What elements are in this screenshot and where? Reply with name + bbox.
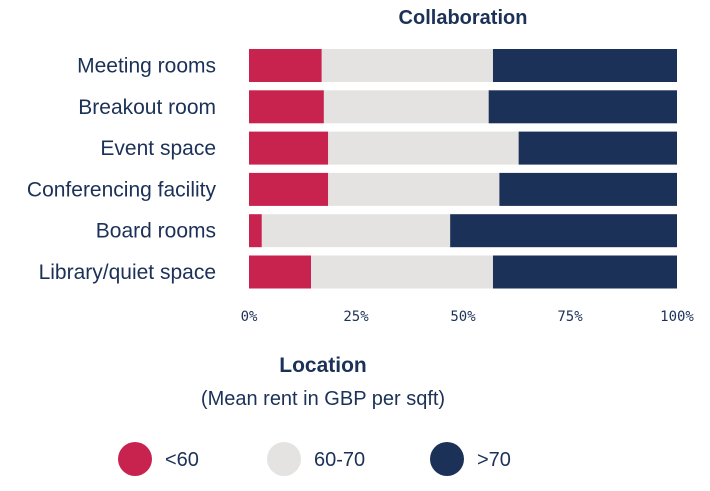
- x-axis-ticks: 0% 25% 50% 75% 100%: [241, 309, 695, 325]
- category-label: Library/quiet space: [39, 261, 216, 284]
- x-tick-label: 75%: [557, 309, 583, 325]
- bar-segment: [488, 90, 677, 124]
- x-tick-label: 0%: [241, 309, 258, 325]
- legend-label: <60: [165, 449, 199, 471]
- bar-segment: [249, 131, 329, 165]
- x-tick-label: 50%: [450, 309, 476, 325]
- bar-segment: [249, 49, 322, 82]
- bars-group: [249, 49, 677, 289]
- category-label: Conferencing facility: [27, 178, 217, 201]
- bar-segment: [261, 214, 451, 248]
- bar-segment: [249, 255, 312, 289]
- category-label: Event space: [100, 137, 216, 160]
- category-label: Breakout room: [78, 96, 216, 119]
- legend-title: Location: [279, 354, 367, 377]
- bar-segment: [328, 172, 500, 206]
- bar-segment: [311, 255, 493, 289]
- bar-segment: [518, 131, 677, 165]
- bar-segment: [450, 214, 677, 248]
- bar-segment: [492, 255, 677, 289]
- legend-label: 60-70: [314, 449, 365, 471]
- legend-swatch: [118, 442, 152, 476]
- bar-segment: [323, 90, 489, 124]
- legend-swatch: [267, 442, 301, 476]
- bar-segment: [499, 172, 677, 206]
- bar-segment: [492, 49, 677, 82]
- category-label: Board rooms: [96, 220, 216, 243]
- chart-title: Collaboration: [399, 7, 528, 29]
- x-tick-label: 25%: [343, 309, 369, 325]
- legend-swatch: [430, 442, 464, 476]
- x-tick-label: 100%: [660, 309, 694, 325]
- category-label: Meeting rooms: [77, 55, 216, 78]
- legend-label: >70: [477, 449, 511, 471]
- category-labels: Meeting rooms Breakout room Event space Con…: [27, 55, 217, 285]
- legend-subtitle: (Mean rent in GBP per sqft): [201, 388, 445, 410]
- bar-segment: [249, 172, 329, 206]
- bar-segment: [249, 90, 324, 124]
- bar-segment: [328, 131, 519, 165]
- bar-segment: [249, 214, 262, 248]
- bar-segment: [321, 49, 493, 82]
- legend: <60 60-70 >70: [118, 442, 511, 476]
